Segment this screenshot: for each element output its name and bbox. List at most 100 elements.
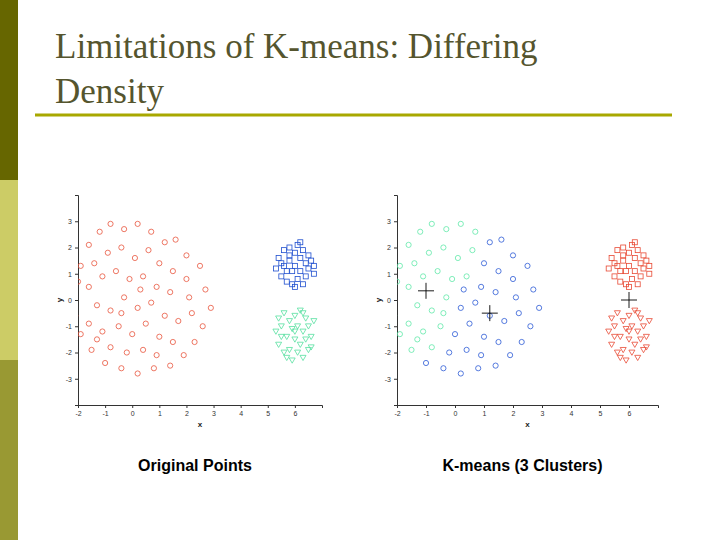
x-axis: -2-10123456 [394, 405, 658, 417]
point [284, 334, 290, 339]
y-tick-mark [394, 274, 397, 275]
point [149, 229, 154, 234]
y-tick-label: -2 [385, 349, 391, 356]
x-tick-label: 4 [570, 410, 574, 417]
point [441, 311, 446, 316]
point [496, 269, 501, 274]
point [481, 334, 486, 339]
y-tick: 1 [68, 270, 78, 277]
point [635, 329, 641, 334]
point [295, 324, 301, 329]
centroid [418, 283, 434, 299]
point [130, 332, 135, 337]
point [308, 334, 314, 339]
point [429, 308, 434, 313]
point [455, 255, 460, 260]
point [493, 290, 498, 295]
series [606, 308, 653, 363]
point [632, 256, 637, 261]
point [154, 353, 159, 358]
centroid [482, 305, 498, 321]
point [100, 274, 105, 279]
x-tick: 4 [570, 405, 574, 417]
point [203, 287, 208, 292]
x-tick-label: 0 [454, 410, 458, 417]
point [94, 337, 99, 342]
x-tick: 4 [239, 405, 243, 417]
point [632, 240, 637, 245]
point [441, 245, 446, 250]
y-tick-label: 0 [387, 297, 391, 304]
point [292, 250, 297, 255]
y-tick: 2 [387, 244, 397, 251]
y-tick: -2 [66, 349, 78, 356]
point [279, 261, 284, 266]
point [284, 355, 290, 360]
point [103, 360, 108, 365]
point [108, 345, 113, 350]
point [479, 284, 484, 289]
x-tick-label: 1 [158, 410, 162, 417]
x-tick: 0 [131, 405, 135, 417]
point [452, 332, 457, 337]
y-tick-mark [75, 274, 78, 275]
point [496, 339, 501, 344]
point [620, 347, 626, 352]
point [121, 227, 126, 232]
point [458, 305, 463, 310]
y-tick-label: 3 [68, 218, 72, 225]
point [620, 319, 626, 324]
y-tick-label: -1 [66, 323, 72, 330]
y-axis-line [75, 196, 79, 406]
point [311, 263, 316, 268]
y-tick-mark [75, 379, 78, 380]
x-axis-title: x [198, 420, 203, 429]
point [92, 261, 97, 266]
point [290, 269, 295, 274]
point [629, 350, 635, 355]
point [632, 342, 638, 347]
point [300, 329, 306, 334]
point [138, 287, 143, 292]
point [292, 313, 298, 318]
series [397, 221, 478, 352]
title-underline [35, 114, 672, 117]
point [116, 324, 121, 329]
y-tick: 3 [68, 218, 78, 225]
point [421, 329, 426, 334]
point [397, 263, 402, 268]
point [629, 324, 635, 329]
point [200, 324, 205, 329]
point [635, 311, 641, 316]
point [606, 329, 612, 334]
point [309, 258, 314, 263]
point [197, 263, 202, 268]
point [303, 274, 308, 279]
y-tick-label: -3 [385, 375, 391, 382]
point [292, 329, 298, 334]
point [303, 337, 309, 342]
y-tick: -3 [385, 375, 397, 382]
y-tick: -2 [385, 349, 397, 356]
x-axis-line [398, 406, 659, 409]
slide-title: Limitations of K-means: DifferingDensity [55, 27, 537, 111]
point [627, 284, 632, 289]
point [470, 248, 475, 253]
point [612, 324, 618, 329]
point [624, 269, 629, 274]
point [614, 350, 620, 355]
point [173, 237, 178, 242]
point [303, 261, 308, 266]
y-tick-mark [75, 326, 78, 327]
point [638, 316, 644, 321]
point [638, 337, 644, 342]
series [606, 240, 652, 290]
y-tick-mark [75, 300, 78, 301]
point [189, 311, 194, 316]
point [78, 279, 81, 284]
point [429, 221, 434, 226]
point [292, 263, 297, 268]
x-tick-mark [295, 405, 296, 408]
point [528, 324, 533, 329]
point [94, 303, 99, 308]
